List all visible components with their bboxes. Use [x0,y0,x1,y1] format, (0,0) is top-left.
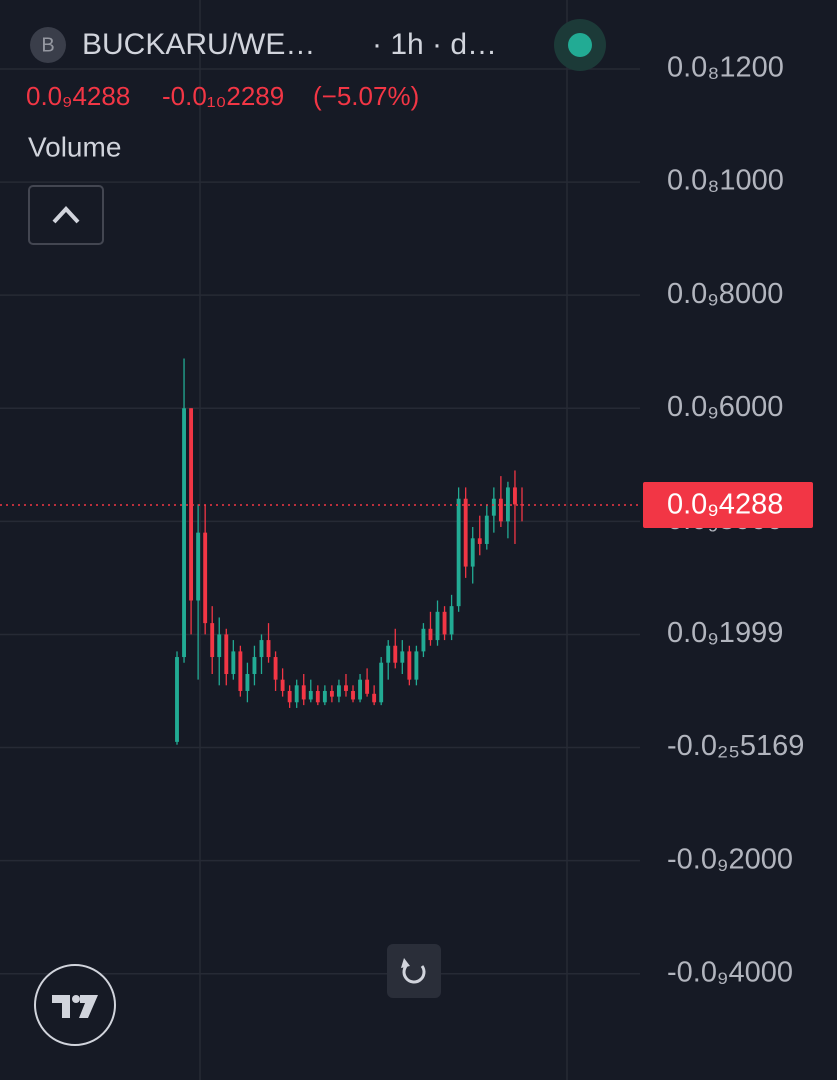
candle-body [435,611,440,641]
indicator-name[interactable]: Volume [28,131,121,162]
candle-body [491,498,496,516]
candle-body [189,408,194,601]
candle-body [301,685,306,700]
candle-body [175,657,179,742]
candle-body [203,532,208,624]
candle-body [442,611,447,635]
y-tick-label: -0.0₉4000 [667,956,793,988]
last-price-label: 0.0₉4288 [667,489,783,521]
chevron-icon [52,206,80,224]
candle-body [421,628,426,652]
candle-body [329,690,334,697]
candle-body [280,679,285,691]
candle-body [358,679,362,700]
symbol-icon [30,27,66,63]
logo-dot [72,995,80,1003]
candle-body [379,662,384,703]
candle-body [449,606,454,635]
reset-icon [402,962,426,984]
price-change-percent: (−5.07%) [313,81,419,111]
candle-body [477,538,482,544]
y-tick-label: 0.0₈1000 [667,165,784,197]
candle-body [505,487,510,522]
candle-body [294,685,299,703]
candle-body [484,515,489,544]
grid [0,68,640,975]
candle-body [337,685,341,697]
candle-body [259,640,264,658]
candle-body [456,498,461,607]
candle-body [414,651,419,680]
symbol[interactable]: BUCKARU/WE… [82,28,315,61]
candle-body [273,657,278,680]
candle-body [182,408,186,658]
candle-body [351,690,355,700]
price-change: -0.0₁₀2289 [162,81,284,111]
candle-body [245,674,250,691]
reset-button[interactable] [387,944,441,998]
candle-body [308,690,313,700]
candle-body [428,628,433,641]
candle-body [470,538,475,567]
last-price-box [643,482,813,529]
candle-body [344,685,348,691]
reset-icon-arrow [401,958,410,968]
candle-body [393,645,398,663]
collapse-button[interactable] [28,185,104,245]
logo [52,995,98,1018]
candle-body [513,487,517,505]
interval[interactable]: · 1h · d… [372,28,497,61]
candle-body [365,679,370,694]
candle-body [463,498,468,567]
y-tick-label: 0.0₉6000 [667,391,783,423]
candle-body [322,690,327,703]
candle-body [315,690,320,703]
candle-body [210,623,215,658]
last-price: 0.0₉4288 [26,81,130,111]
candle-body [407,651,412,680]
y-tick-label: -0.0₂₅5169 [667,730,804,762]
candle-body [224,634,229,675]
candle-body [238,651,243,691]
candle-body [400,651,405,663]
candle-body [372,693,377,703]
symbol-icon-letter: B [41,34,54,56]
candle-body [217,634,222,658]
candle-body [196,532,201,601]
y-tick-label: -0.0₉2000 [667,843,793,875]
candle-body [252,657,257,675]
y-tick-label: 0.0₉8000 [667,278,783,310]
candles [175,358,524,745]
candle-body [386,645,391,663]
candle-body [231,651,236,675]
status-dot [568,33,592,57]
candle-body [498,498,503,522]
y-tick-label: 0.0₉1999 [667,617,783,649]
logo-button[interactable] [34,964,116,1046]
candle-body [287,690,292,703]
y-tick-label: 0.0₈1200 [667,52,784,84]
candle-body [266,640,271,658]
